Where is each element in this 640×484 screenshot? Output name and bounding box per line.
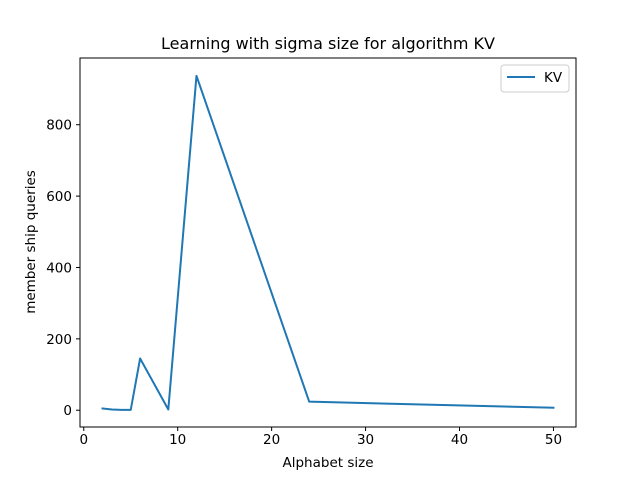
y-tick-label: 600 <box>46 189 72 205</box>
x-tick-label: 40 <box>451 432 468 448</box>
x-tick-label: 0 <box>79 432 88 448</box>
plot-area <box>101 74 555 411</box>
y-tick-label: 200 <box>46 332 72 348</box>
y-tick-label: 800 <box>46 118 72 134</box>
legend: KV <box>500 64 570 93</box>
y-axis-ticks: 0 200 400 600 800 <box>46 118 80 419</box>
legend-box <box>500 64 570 93</box>
x-axis-ticks: 0 10 20 30 40 50 <box>79 427 562 448</box>
axes-frame <box>79 57 577 428</box>
y-tick-label: 400 <box>46 260 72 276</box>
x-tick-label: 20 <box>263 432 280 448</box>
y-axis-label: member ship queries <box>23 170 39 314</box>
chart-title: Learning with sigma size for algorithm K… <box>161 34 495 53</box>
legend-label-kv: KV <box>544 70 563 86</box>
y-tick-label: 0 <box>63 403 72 419</box>
x-tick-label: 10 <box>169 432 186 448</box>
x-tick-label: 30 <box>357 432 374 448</box>
x-tick-label: 50 <box>545 432 562 448</box>
x-axis-label: Alphabet size <box>282 455 373 471</box>
series-line-kv <box>101 74 555 411</box>
